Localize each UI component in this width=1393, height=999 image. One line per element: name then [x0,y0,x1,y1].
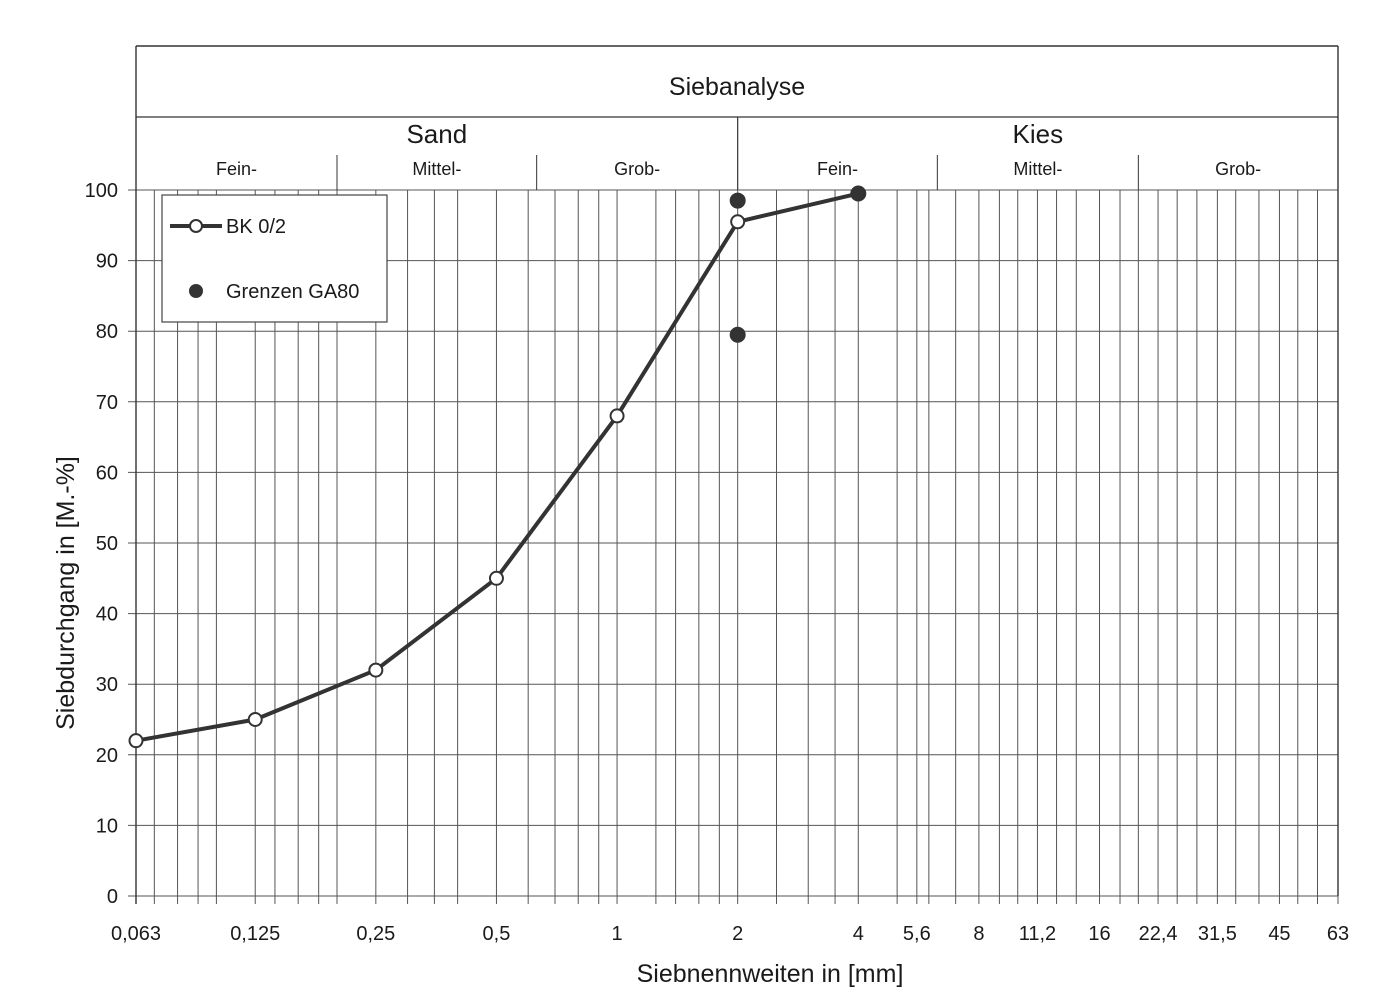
legend-open-marker [189,219,203,233]
zone-label: Sand [406,119,467,149]
y-tick-label: 70 [96,392,118,414]
data-point-bk [128,733,144,749]
subzone-label: Fein- [817,159,858,179]
y-tick-label: 90 [96,251,118,273]
subzone-label: Fein- [216,159,257,179]
subzone-label: Grob- [1215,159,1261,179]
zone-label: Kies [1013,119,1064,149]
data-point-bk [247,712,263,727]
data-point-bk [488,570,504,586]
y-axis-label: Siebdurchgang in [M.-%] [52,456,80,730]
y-tick-label: 80 [96,321,118,343]
y-tick-label: 50 [96,533,118,555]
x-tick-label: 16 [1088,923,1110,945]
x-tick-label: 45 [1268,923,1290,945]
legend-filled-marker [189,284,203,298]
x-tick-label: 8 [973,923,984,945]
subzone-label: Mittel- [412,159,461,179]
x-tick-label: 2 [732,923,743,945]
x-tick-label: 22,4 [1139,923,1178,945]
x-tick-label: 31,5 [1198,923,1237,945]
series [128,185,867,749]
subzone-label: Mittel- [1013,159,1062,179]
x-tick-label: 0,5 [483,923,511,945]
limit-point [729,326,746,343]
x-tick-label: 1 [612,923,623,945]
limit-point [850,185,867,202]
y-tick-label: 0 [107,886,118,908]
grid [128,46,1339,904]
x-tick-label: 63 [1327,923,1349,945]
y-tick-label: 20 [96,745,118,767]
x-tick-label: 5,6 [903,923,931,945]
y-tick-label: 30 [96,674,118,696]
y-tick-label: 40 [96,604,118,626]
zone-header: Siebanalyse Sand Kies Fein- Mittel- Grob- Fei… [136,45,1338,190]
chart-title: Siebanalyse [669,73,805,101]
data-point-bk [730,214,746,230]
subzone-label: Grob- [614,159,660,179]
x-tick-label: 0,25 [356,923,395,945]
legend-label-limits: Grenzen GA80 [226,281,359,303]
x-tick-label: 11,2 [1019,923,1056,945]
data-point-bk [368,662,384,678]
data-point-bk [609,408,625,424]
legend-box [161,194,388,323]
y-tick-label: 100 [85,180,118,202]
y-tick-label: 60 [96,462,118,484]
x-tick-label: 0,125 [230,923,280,945]
legend: BK 0/2 Grenzen GA80 [161,194,388,323]
x-tick-label: 0,063 [111,923,161,945]
axis-ticks: 0,063 0,125 0,25 0,5 1 2 4 5,6 8 11,2 16 22,4 31,5 45… [85,180,1350,945]
limit-point [729,192,746,209]
x-axis-label: Siebnennweiten in [mm] [637,960,904,988]
x-tick-label: 4 [853,923,864,945]
legend-label-bk: BK 0/2 [226,216,286,238]
y-tick-label: 10 [96,815,118,837]
